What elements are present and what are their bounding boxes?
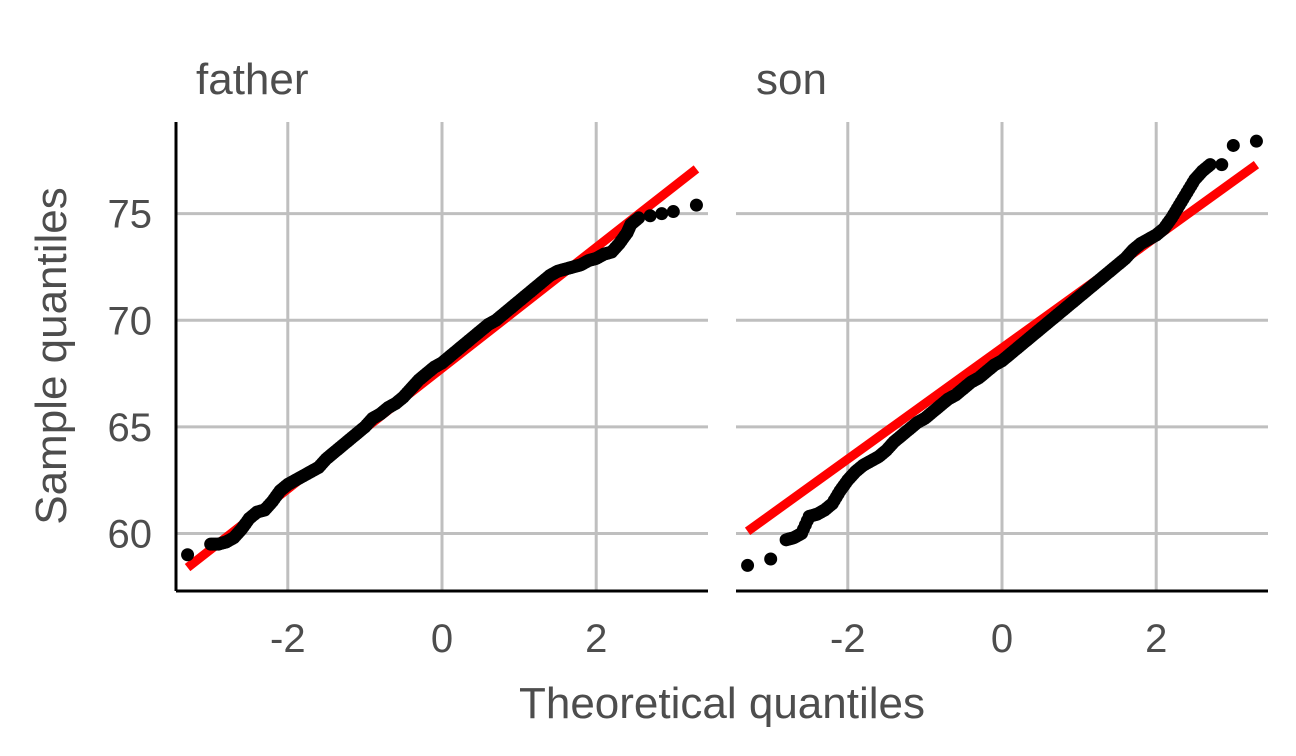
data-point (1226, 138, 1240, 152)
x-tick-label: -2 (830, 617, 866, 661)
y-axis-title: Sample quantiles (27, 187, 76, 525)
y-tick-label: 75 (108, 193, 153, 237)
panel-father: father 60 65 70 75 -2 0 2 (108, 55, 708, 661)
facet-title: son (756, 55, 827, 104)
x-axis-title: Theoretical quantiles (519, 679, 925, 728)
x-tick-label: 0 (431, 617, 453, 661)
data-point (643, 209, 657, 223)
data-point (1215, 158, 1229, 172)
x-tick-label: -2 (270, 617, 306, 661)
data-point (666, 205, 680, 219)
data-point (741, 558, 755, 572)
y-tick-label: 65 (108, 406, 153, 450)
x-tick-label: 0 (991, 617, 1013, 661)
x-tick-label: 2 (1145, 617, 1167, 661)
data-point (181, 548, 195, 562)
y-tick-label: 70 (108, 299, 153, 343)
x-tick-label: 2 (585, 617, 607, 661)
data-point (632, 211, 646, 225)
data-point (689, 198, 703, 212)
data-point (764, 552, 778, 566)
y-tick-label: 60 (108, 512, 153, 556)
facet-title: father (196, 55, 309, 104)
panel-son: son -2 0 2 (736, 55, 1268, 661)
data-point (655, 207, 669, 221)
data-point (1249, 134, 1263, 148)
data-point (1203, 158, 1217, 172)
